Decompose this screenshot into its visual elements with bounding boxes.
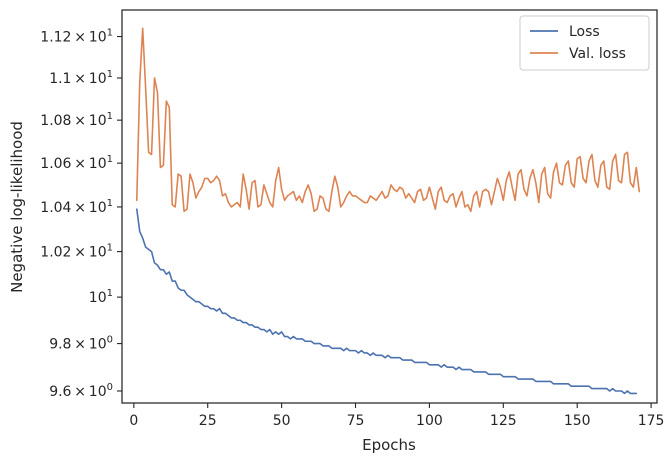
- y-tick-mantissa: 1.1: [49, 71, 71, 87]
- y-tick-exponent: 1: [107, 198, 113, 209]
- x-tick-label: 100: [416, 413, 443, 429]
- x-tick-label: 75: [347, 413, 365, 429]
- y-tick-mantissa: 1.06: [40, 156, 71, 172]
- y-tick-mantissa: 1.12: [40, 30, 71, 46]
- y-tick-exponent: 1: [107, 69, 113, 80]
- y-tick-label: 9.6 × 100: [49, 382, 113, 400]
- y-tick-label: 1.12 × 101: [40, 28, 113, 46]
- series-layer: [135, 27, 641, 395]
- y-tick-times-sign: ×: [71, 71, 88, 87]
- legend: Loss Val. loss: [519, 15, 650, 71]
- y-tick-times-sign: ×: [71, 337, 88, 353]
- legend-box: [519, 15, 650, 71]
- y-tick-mantissa: 9.8: [49, 337, 71, 353]
- y-tick-base: 10: [89, 71, 107, 87]
- y-tick-exponent: 1: [107, 111, 113, 122]
- y-tick-base: 10: [89, 337, 107, 353]
- x-axis: 0 25 50 75 100 125 150 175: [129, 403, 664, 429]
- y-tick-mantissa: 1.08: [40, 113, 71, 129]
- y-tick-mantissa: 9.6: [49, 384, 71, 400]
- y-tick-times-sign: ×: [71, 384, 88, 400]
- y-tick-label: 1.06 × 101: [40, 154, 113, 172]
- y-tick-exponent: 1: [107, 28, 113, 39]
- y-tick-times-sign: ×: [71, 156, 88, 172]
- x-axis-label: Epochs: [362, 436, 416, 454]
- y-tick-base: 10: [89, 113, 107, 129]
- y-tick-label: 101: [89, 288, 113, 306]
- y-tick-base: 10: [89, 384, 107, 400]
- series-line-loss: [135, 208, 638, 395]
- y-tick-exponent: 1: [107, 154, 113, 165]
- legend-label-loss: Loss: [569, 24, 600, 40]
- y-tick-label: 9.8 × 100: [49, 335, 113, 353]
- y-tick-exponent: 1: [107, 288, 113, 299]
- y-tick-times-sign: ×: [71, 245, 88, 261]
- y-tick-times-sign: ×: [71, 30, 88, 46]
- legend-label-val-loss: Val. loss: [569, 46, 626, 62]
- x-tick-label: 0: [129, 413, 138, 429]
- x-tick-label: 50: [273, 413, 291, 429]
- y-axis-label: Negative log-likelihood: [8, 121, 26, 293]
- y-tick-mantissa: 1.02: [40, 245, 71, 261]
- y-tick-base: 10: [89, 245, 107, 261]
- y-tick-label: 1.02 × 101: [40, 243, 113, 261]
- y-tick-base: 10: [89, 290, 107, 306]
- y-tick-times-sign: ×: [71, 200, 88, 216]
- x-tick-label: 25: [199, 413, 217, 429]
- y-tick-label: 1.08 × 101: [40, 111, 113, 129]
- y-tick-label: 1.04 × 101: [40, 198, 113, 216]
- x-tick-label: 125: [490, 413, 517, 429]
- y-tick-base: 10: [89, 156, 107, 172]
- y-tick-mantissa: 1.04: [40, 200, 71, 216]
- y-tick-exponent: 0: [107, 335, 113, 346]
- series-line-val-loss: [135, 27, 641, 213]
- y-tick-base: 10: [89, 200, 107, 216]
- x-tick-label: 150: [564, 413, 591, 429]
- y-tick-exponent: 0: [107, 382, 113, 393]
- y-tick-base: 10: [89, 30, 107, 46]
- y-tick-label: 1.1 × 101: [49, 69, 113, 87]
- y-tick-exponent: 1: [107, 243, 113, 254]
- x-tick-label: 175: [638, 413, 665, 429]
- y-tick-times-sign: ×: [71, 113, 88, 129]
